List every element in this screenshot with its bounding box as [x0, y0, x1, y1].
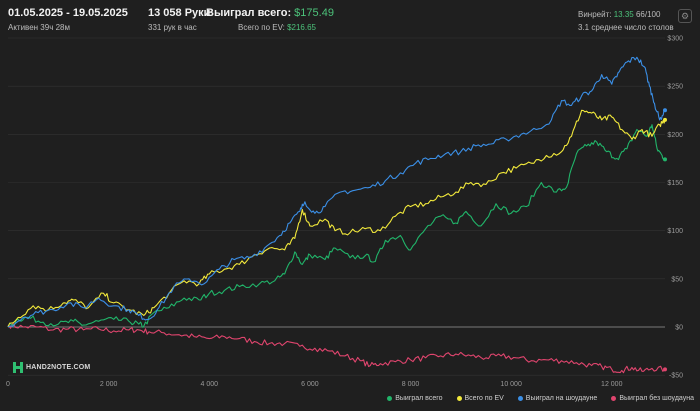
won-block: Выиграл всего: $175.49 Всего по EV: $216…: [206, 7, 334, 33]
date-block: 01.05.2025 - 19.05.2025 Активен 39ч 28м: [8, 7, 128, 33]
ev-value: $216.65: [287, 23, 316, 32]
avg-tables: 3.1 среднее число столов: [578, 23, 674, 32]
won-total-label: Выиграл всего:: [206, 7, 292, 19]
winrate-value: 13.35: [613, 10, 634, 19]
series-end-point: [663, 367, 667, 372]
ev-label: Всего по EV:: [238, 23, 285, 32]
legend-item-2[interactable]: Выиграл на шоудауне: [517, 395, 598, 402]
series-end-point: [663, 108, 667, 113]
legend-item-0[interactable]: Выиграл всего: [387, 395, 443, 402]
x-tick-label: 2 000: [100, 381, 118, 388]
y-tick-label: $0: [675, 325, 683, 332]
hand2note-logo: HAND2NOTE.COM: [13, 362, 90, 373]
x-tick-label: 12 000: [601, 381, 623, 388]
hand2note-logo-icon: [13, 362, 23, 373]
logo-text: HAND2NOTE.COM: [26, 364, 91, 371]
winrate-label: Винрейт:: [578, 10, 612, 19]
y-tick-label: -$50: [669, 373, 683, 380]
chart-legend: Выиграл всего Всего по EV Выиграл на шоуда…: [387, 395, 694, 402]
y-tick-label: $250: [667, 84, 683, 91]
y-tick-label: $100: [667, 228, 683, 235]
y-tick-label: $300: [667, 36, 683, 43]
legend-dot: [517, 396, 523, 401]
active-time: Активен 39ч 28м: [8, 23, 70, 32]
legend-dot: [611, 396, 617, 401]
y-tick-label: $200: [667, 132, 683, 139]
y-tick-label: $50: [671, 276, 683, 283]
legend-item-1[interactable]: Всего по EV: [456, 395, 504, 402]
legend-label: Выиграл всего: [395, 395, 443, 402]
x-tick-label: 0: [6, 381, 10, 388]
ev-total: Всего по EV: $216.65: [206, 22, 316, 33]
legend-label: Всего по EV: [464, 395, 504, 402]
gear-icon[interactable]: ⚙: [678, 9, 692, 23]
legend-dot: [456, 396, 462, 401]
x-tick-label: 8 000: [402, 381, 420, 388]
hands-count: 13 058 Руки: [148, 7, 211, 19]
winrate: Винрейт: 13.35 66/100: [578, 9, 674, 20]
x-tick-label: 10 000: [500, 381, 522, 388]
hands-block: 13 058 Руки 331 рук в час: [148, 7, 210, 33]
winrate-block: Винрейт: 13.35 66/100 3.1 среднее число …: [578, 9, 674, 33]
won-total: Выиграл всего: $175.49: [206, 7, 334, 20]
legend-label: Выиграл на шоудауне: [525, 395, 598, 402]
y-tick-label: $150: [667, 180, 683, 187]
won-total-value: $175.49: [294, 7, 334, 19]
date-range[interactable]: 01.05.2025 - 19.05.2025: [8, 7, 128, 19]
series-line-1[interactable]: [7, 109, 666, 328]
series-end-point: [663, 157, 667, 162]
hands-per-hour: 331 рук в час: [148, 23, 197, 32]
winrate-suffix: 66/100: [635, 10, 661, 19]
series-line-2[interactable]: [7, 56, 666, 328]
legend-dot: [387, 396, 393, 401]
series-line-0[interactable]: [7, 124, 666, 328]
x-tick-label: 6 000: [301, 381, 319, 388]
series-line-3[interactable]: [7, 322, 666, 374]
legend-item-3[interactable]: Выиграл без шоудауна: [611, 395, 694, 402]
series-end-point: [663, 117, 667, 122]
x-tick-label: 4 000: [200, 381, 218, 388]
header-bar: 01.05.2025 - 19.05.2025 Активен 39ч 28м …: [0, 0, 700, 36]
legend-label: Выиграл без шоудауна: [619, 395, 694, 402]
